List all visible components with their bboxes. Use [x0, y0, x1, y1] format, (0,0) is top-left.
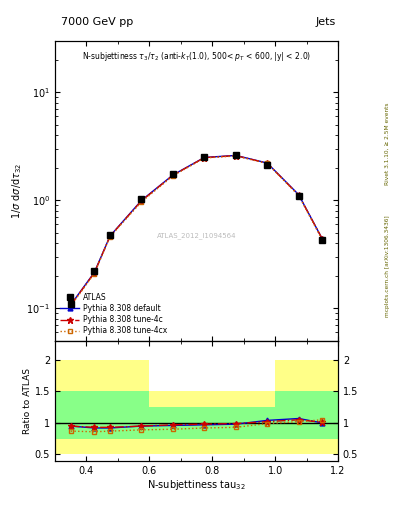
Text: Jets: Jets: [316, 16, 336, 27]
Text: 7000 GeV pp: 7000 GeV pp: [61, 16, 133, 27]
Legend: ATLAS, Pythia 8.308 default, Pythia 8.308 tune-4c, Pythia 8.308 tune-4cx: ATLAS, Pythia 8.308 default, Pythia 8.30…: [59, 291, 168, 337]
X-axis label: N-subjettiness tau$_{32}$: N-subjettiness tau$_{32}$: [147, 478, 246, 493]
Y-axis label: 1/$\sigma$ d$\sigma$/d$\tau_{32}$: 1/$\sigma$ d$\sigma$/d$\tau_{32}$: [10, 163, 24, 219]
Text: ATLAS_2012_I1094564: ATLAS_2012_I1094564: [157, 232, 236, 239]
Text: N-subjettiness $\tau_3/\tau_2$ (anti-$k_T$(1.0), 500< $p_T$ < 600, |y| < 2.0): N-subjettiness $\tau_3/\tau_2$ (anti-$k_…: [82, 50, 311, 63]
Text: mcplots.cern.ch [arXiv:1306.3436]: mcplots.cern.ch [arXiv:1306.3436]: [385, 216, 390, 317]
Y-axis label: Ratio to ATLAS: Ratio to ATLAS: [23, 368, 32, 434]
Text: Rivet 3.1.10, ≥ 2.5M events: Rivet 3.1.10, ≥ 2.5M events: [385, 102, 390, 185]
